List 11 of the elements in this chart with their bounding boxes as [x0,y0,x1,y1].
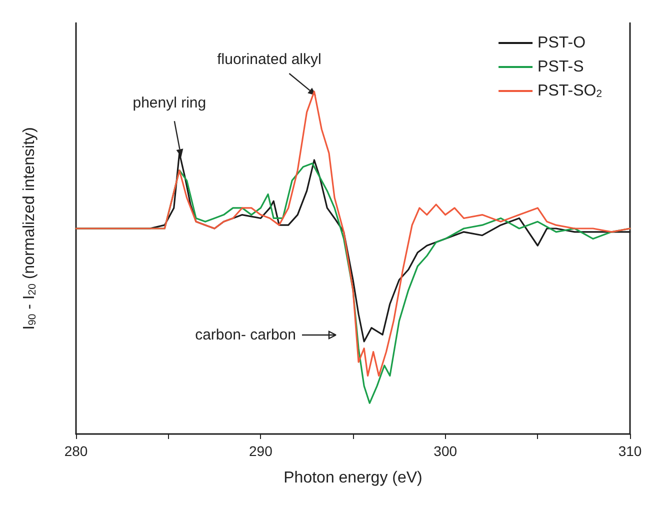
legend-label: PST-O [538,34,586,52]
x-tick-label: 290 [248,443,273,459]
annotation: carbon- carbon [195,326,296,344]
annotation: fluorinated alkyl [217,51,322,68]
legend-label: PST-S [538,58,584,76]
y-axis-title: I90 - I20 (normalized intensity) [20,127,38,330]
x-tick-label: 300 [434,443,458,459]
x-axis-title: Photon energy (eV) [284,470,422,486]
annotation: phenyl ring [132,94,206,112]
x-tick-label: 280 [64,443,88,459]
x-tick-label: 310 [618,443,642,459]
